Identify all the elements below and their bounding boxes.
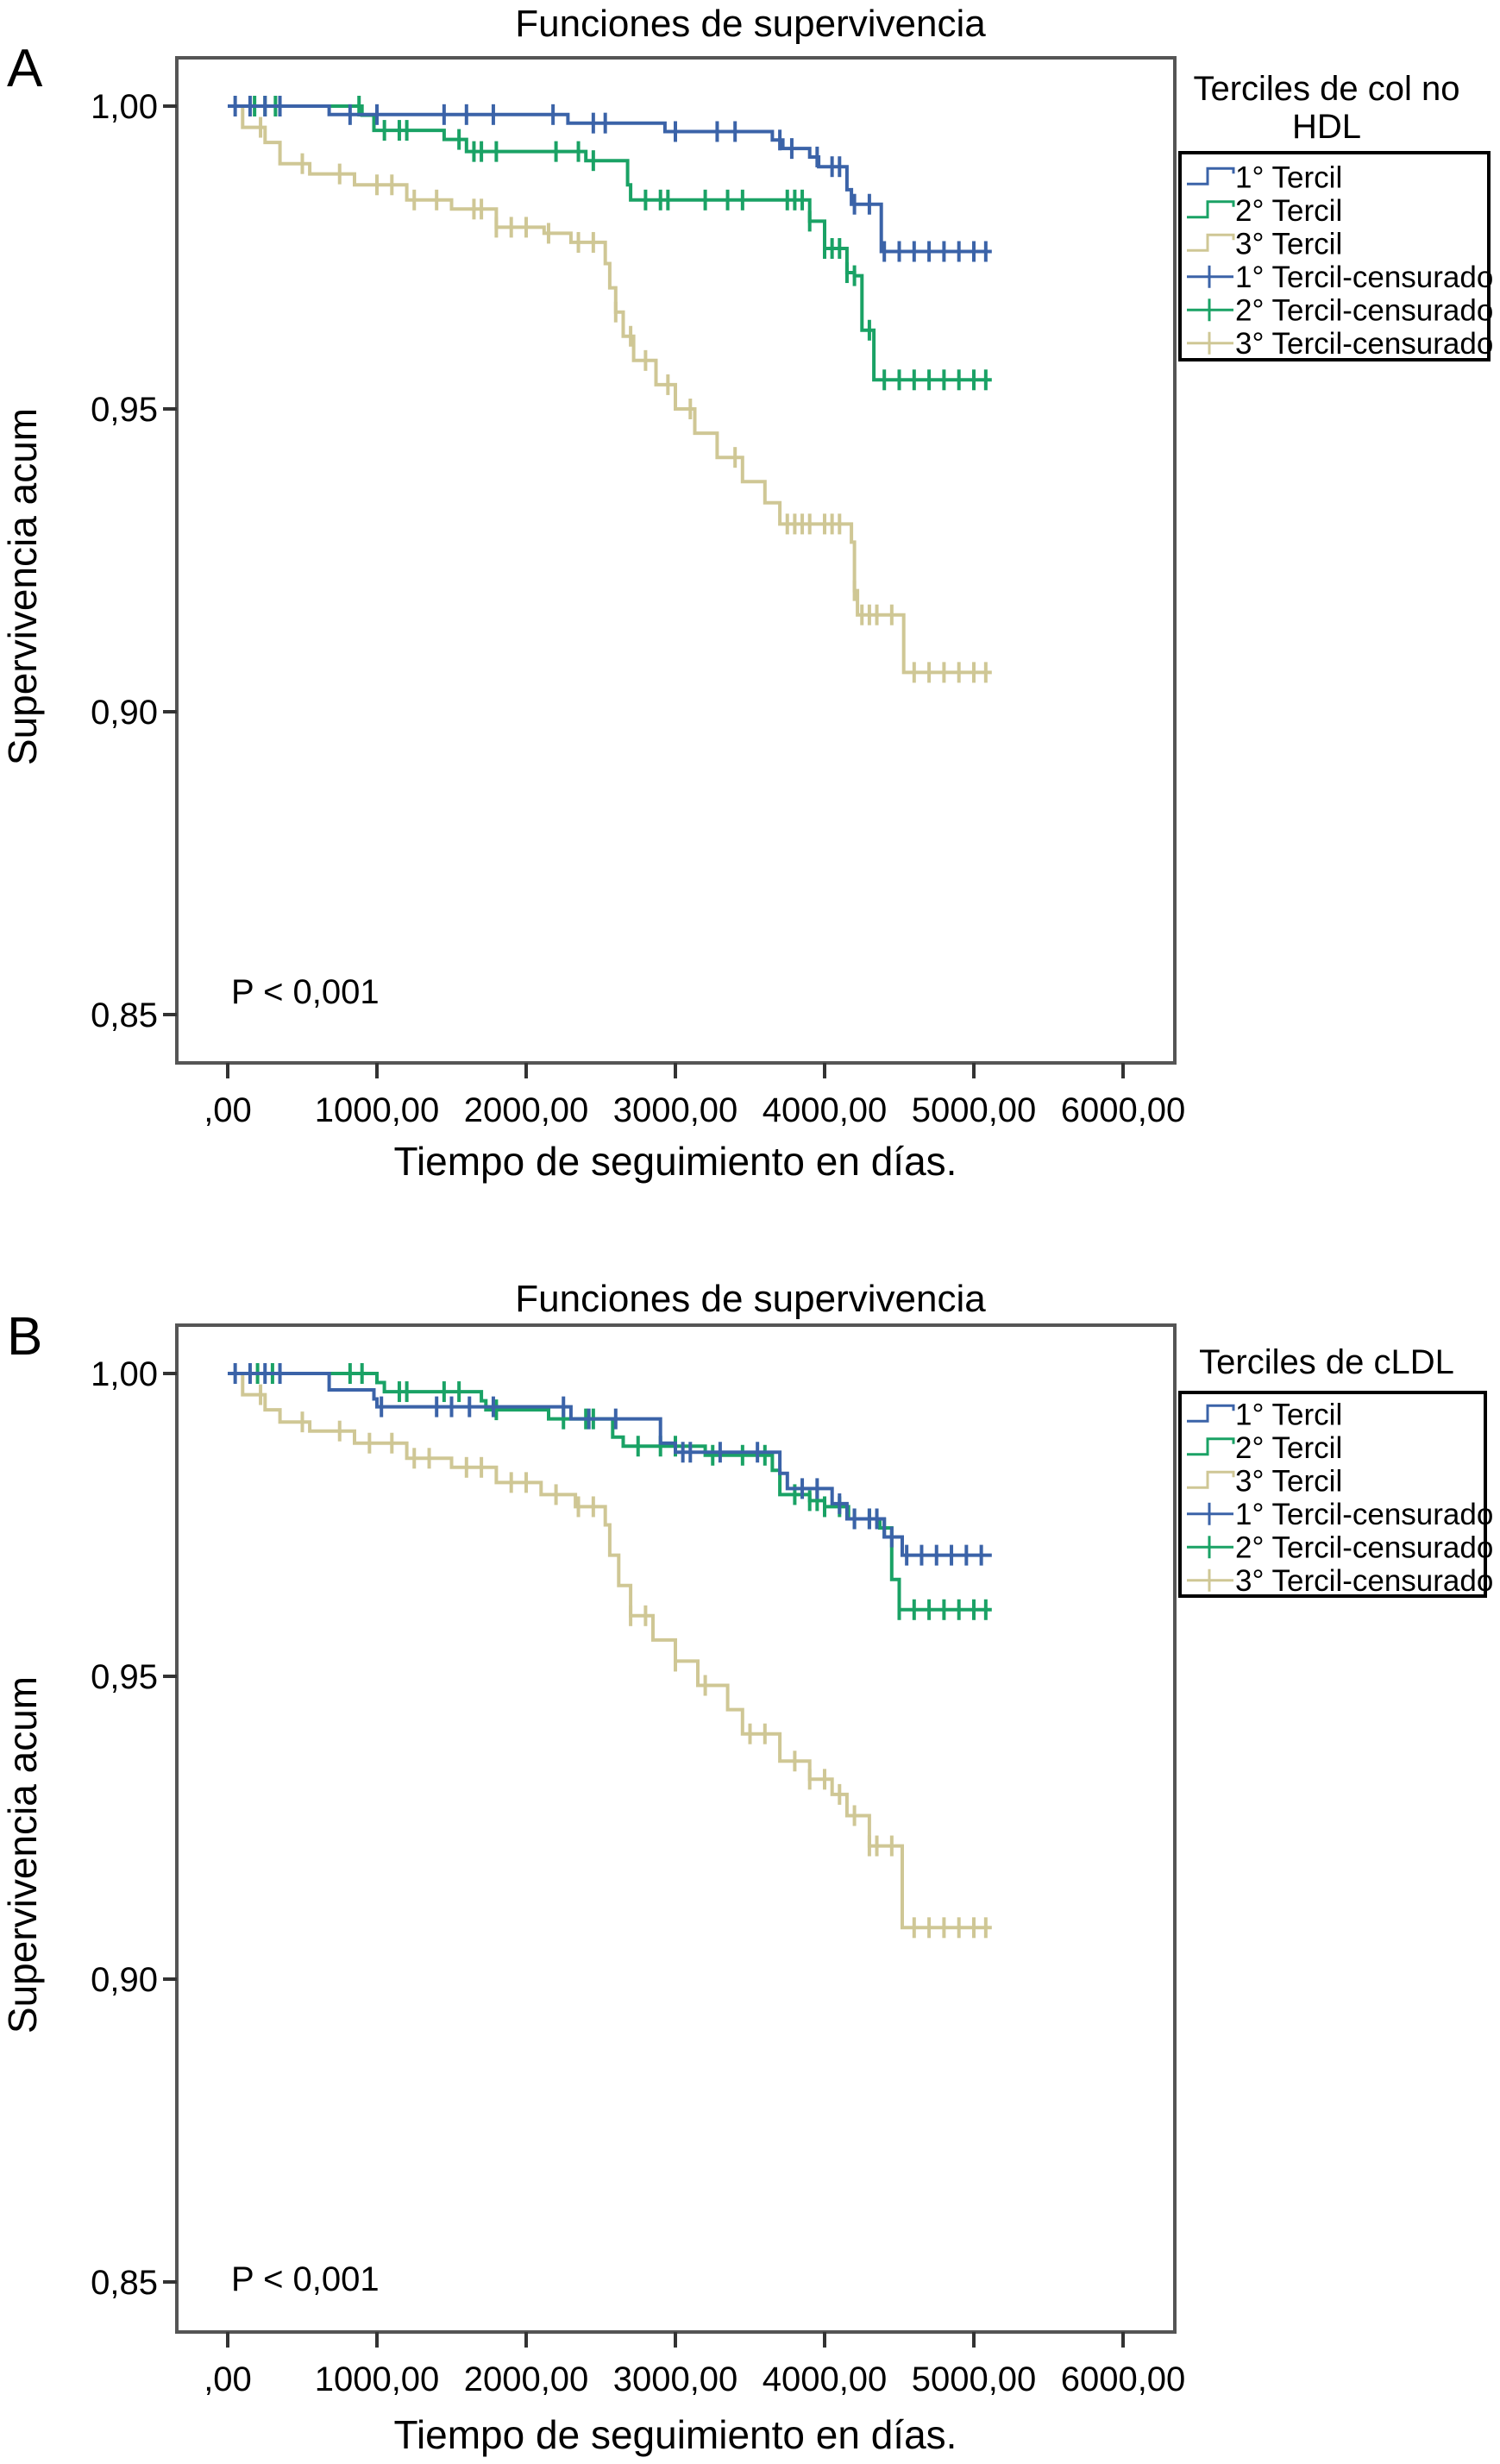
x-tick-label: 1000,00 bbox=[315, 2360, 440, 2398]
x-tick-label: 4000,00 bbox=[763, 1091, 888, 1129]
series-group-a bbox=[228, 96, 992, 683]
x-tick-label: 5000,00 bbox=[912, 2360, 1037, 2398]
x-tick-label: ,00 bbox=[204, 1091, 252, 1129]
legend-step-icon bbox=[1187, 1470, 1235, 1489]
x-tick-label: 2000,00 bbox=[464, 1091, 589, 1129]
y-tick-label: 0,95 bbox=[91, 391, 158, 429]
legend-title-a-line-2: HDL bbox=[1292, 108, 1361, 146]
legend-step-icon bbox=[1187, 200, 1235, 219]
chart-title-b: Funciones de supervivencia bbox=[515, 1278, 986, 1320]
x-tick-label: ,00 bbox=[204, 2360, 252, 2398]
x-tick-label: 3000,00 bbox=[613, 1091, 738, 1129]
x-ticks-b: ,00 1000,00 2000,00 3000,00 4000,00 5000,00 60… bbox=[204, 2332, 1185, 2398]
x-axis-label-b: Tiempo de seguimiento en días. bbox=[394, 2412, 957, 2457]
panel-a: A Funciones de supervivencia Supervivenc… bbox=[0, 3, 1493, 1184]
legend-step-icon bbox=[1187, 167, 1235, 185]
x-tick-label: 6000,00 bbox=[1061, 1091, 1186, 1129]
survival-curve-tercil-1 bbox=[228, 104, 992, 254]
legend-entry-label: 1° Tercil bbox=[1235, 160, 1342, 194]
legend-title-b: Terciles de cLDL bbox=[1199, 1343, 1454, 1381]
plot-frame-b bbox=[175, 1323, 1177, 2334]
y-axis-label-a: Supervivencia acum bbox=[0, 408, 45, 765]
legend-box-a bbox=[1178, 151, 1491, 361]
panel-b: B Funciones de supervivencia Supervivenc… bbox=[0, 1278, 1493, 2457]
legend-entry-label: 2° Tercil-censurado bbox=[1235, 1531, 1493, 1564]
x-tick-label: 4000,00 bbox=[763, 2360, 888, 2398]
legend-entry-label: 3° Tercil bbox=[1235, 227, 1342, 261]
legend-entry-label: 3° Tercil-censurado bbox=[1235, 327, 1493, 361]
legend-entry-label: 2° Tercil bbox=[1235, 1431, 1342, 1465]
series-group-b bbox=[228, 1363, 992, 1939]
survival-curve-tercil-1 bbox=[228, 1372, 992, 1557]
y-ticks-a: 1,00 0,95 0,90 0,85 bbox=[91, 88, 177, 1034]
chart-title-a: Funciones de supervivencia bbox=[515, 3, 986, 45]
y-tick-label: 0,90 bbox=[91, 694, 158, 732]
legend-entry-label: 1° Tercil-censurado bbox=[1235, 261, 1493, 294]
x-ticks-a: ,00 1000,00 2000,00 3000,00 4000,00 5000,00 60… bbox=[204, 1063, 1185, 1129]
x-tick-label: 2000,00 bbox=[464, 2360, 589, 2398]
legend-entry-label: 1° Tercil-censurado bbox=[1235, 1498, 1493, 1531]
x-axis-label-a: Tiempo de seguimiento en días. bbox=[394, 1139, 957, 1184]
panel-letter-b: B bbox=[7, 1307, 42, 1367]
y-tick-label: 0,85 bbox=[91, 996, 158, 1034]
y-ticks-b: 1,00 0,95 0,90 0,85 bbox=[91, 1355, 177, 2302]
y-tick-label: 0,95 bbox=[91, 1658, 158, 1696]
legend-step-icon bbox=[1187, 233, 1235, 252]
legend-entry-label: 3° Tercil-censurado bbox=[1235, 1564, 1493, 1598]
survival-curve-tercil-3 bbox=[228, 104, 992, 675]
legend-entry-label: 2° Tercil bbox=[1235, 194, 1342, 228]
legend-entry-label: 2° Tercil-censurado bbox=[1235, 293, 1493, 327]
legend-box-b bbox=[1178, 1391, 1487, 1598]
x-tick-label: 6000,00 bbox=[1061, 2360, 1186, 2398]
y-tick-label: 1,00 bbox=[91, 1355, 158, 1393]
y-tick-label: 0,85 bbox=[91, 2264, 158, 2302]
legend-step-icon bbox=[1187, 1437, 1235, 1456]
p-value-annotation-a: P < 0,001 bbox=[231, 973, 380, 1011]
legend-entry-label: 3° Tercil bbox=[1235, 1464, 1342, 1498]
y-tick-label: 1,00 bbox=[91, 88, 158, 126]
y-tick-label: 0,90 bbox=[91, 1961, 158, 1999]
legend-entry-label: 1° Tercil bbox=[1235, 1398, 1342, 1431]
p-value-annotation-b: P < 0,001 bbox=[231, 2260, 380, 2298]
legend-step-icon bbox=[1187, 1404, 1235, 1423]
x-tick-label: 5000,00 bbox=[912, 1091, 1037, 1129]
survival-curve-tercil-2 bbox=[228, 104, 992, 382]
panel-letter-a: A bbox=[7, 39, 43, 98]
x-tick-label: 3000,00 bbox=[613, 2360, 738, 2398]
legend-title-a-line-1: Terciles de col no bbox=[1193, 70, 1459, 108]
x-tick-label: 1000,00 bbox=[315, 1091, 440, 1129]
plot-frame-a bbox=[175, 56, 1177, 1065]
y-axis-label-b: Supervivencia acum bbox=[0, 1676, 45, 2033]
